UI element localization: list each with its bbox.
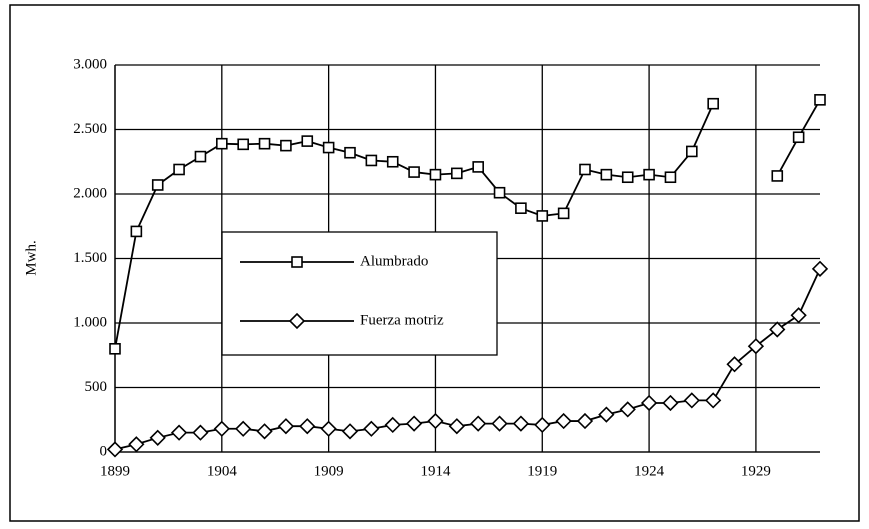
- marker: [534, 416, 551, 434]
- marker: [598, 406, 615, 423]
- marker: [790, 307, 807, 324]
- marker: [151, 179, 164, 191]
- marker: [536, 210, 549, 222]
- marker: [664, 171, 677, 184]
- y-tick-label: 2.000: [73, 185, 107, 201]
- series-line: [114, 268, 821, 451]
- marker: [384, 416, 401, 434]
- marker: [405, 415, 423, 432]
- marker: [277, 418, 295, 435]
- marker: [707, 97, 719, 110]
- marker: [576, 412, 594, 430]
- x-tick-label: 1914: [420, 463, 451, 479]
- marker: [683, 392, 700, 409]
- marker: [792, 131, 805, 144]
- x-tick-label: 1924: [634, 463, 665, 479]
- marker: [363, 420, 380, 437]
- marker: [814, 94, 826, 106]
- marker: [662, 394, 679, 412]
- marker: [216, 137, 228, 150]
- marker: [451, 167, 463, 180]
- marker: [448, 418, 465, 435]
- marker: [470, 415, 487, 432]
- marker: [427, 412, 444, 430]
- marker: [170, 424, 188, 441]
- marker: [280, 139, 292, 152]
- marker: [106, 441, 124, 458]
- marker: [365, 154, 378, 167]
- y-tick-label: 1.500: [73, 250, 107, 266]
- marker: [149, 429, 166, 446]
- y-axis-label: Mwh.: [23, 240, 39, 275]
- marker: [769, 321, 786, 338]
- marker: [256, 423, 273, 440]
- y-tick-label: 3.000: [73, 56, 107, 72]
- marker: [235, 420, 252, 437]
- marker: [493, 186, 506, 199]
- legend-label: Alumbrado: [360, 253, 428, 269]
- x-tick-label: 1919: [527, 463, 557, 479]
- marker: [557, 207, 570, 220]
- marker: [408, 166, 420, 178]
- marker: [429, 168, 442, 181]
- marker: [811, 260, 829, 277]
- marker: [299, 418, 316, 435]
- marker: [192, 424, 209, 441]
- x-tick-label: 1929: [741, 463, 771, 479]
- marker: [600, 168, 613, 181]
- y-tick-label: 500: [85, 379, 108, 395]
- y-tick-label: 0: [100, 443, 108, 459]
- marker: [301, 135, 314, 147]
- marker: [640, 394, 658, 412]
- marker: [341, 423, 359, 440]
- marker: [194, 150, 207, 163]
- marker: [386, 155, 399, 168]
- marker: [213, 420, 230, 437]
- y-tick-label: 1.000: [73, 314, 107, 330]
- marker: [643, 168, 655, 181]
- marker: [173, 163, 185, 176]
- marker: [322, 141, 335, 154]
- marker: [686, 145, 698, 158]
- legend-marker: [288, 312, 306, 330]
- marker: [705, 392, 722, 409]
- marker: [555, 412, 572, 430]
- marker: [472, 161, 484, 173]
- marker: [130, 225, 143, 238]
- marker: [491, 415, 508, 432]
- marker: [344, 146, 356, 159]
- marker: [320, 420, 337, 437]
- marker: [109, 342, 121, 355]
- legend-label: Fuerza motriz: [360, 312, 444, 328]
- marker: [771, 170, 784, 182]
- marker: [579, 163, 591, 176]
- marker: [258, 137, 271, 150]
- x-tick-label: 1904: [207, 463, 238, 479]
- x-tick-label: 1899: [100, 463, 130, 479]
- x-tick-label: 1909: [314, 463, 344, 479]
- marker: [512, 415, 530, 432]
- y-tick-label: 2.500: [73, 121, 107, 137]
- marker: [237, 138, 249, 151]
- marker: [515, 202, 527, 214]
- marker: [619, 401, 636, 418]
- marker: [726, 356, 743, 373]
- legend-marker: [291, 256, 303, 268]
- marker: [621, 171, 634, 184]
- marker: [128, 436, 145, 453]
- legend-box: [221, 231, 498, 356]
- marker: [747, 338, 765, 355]
